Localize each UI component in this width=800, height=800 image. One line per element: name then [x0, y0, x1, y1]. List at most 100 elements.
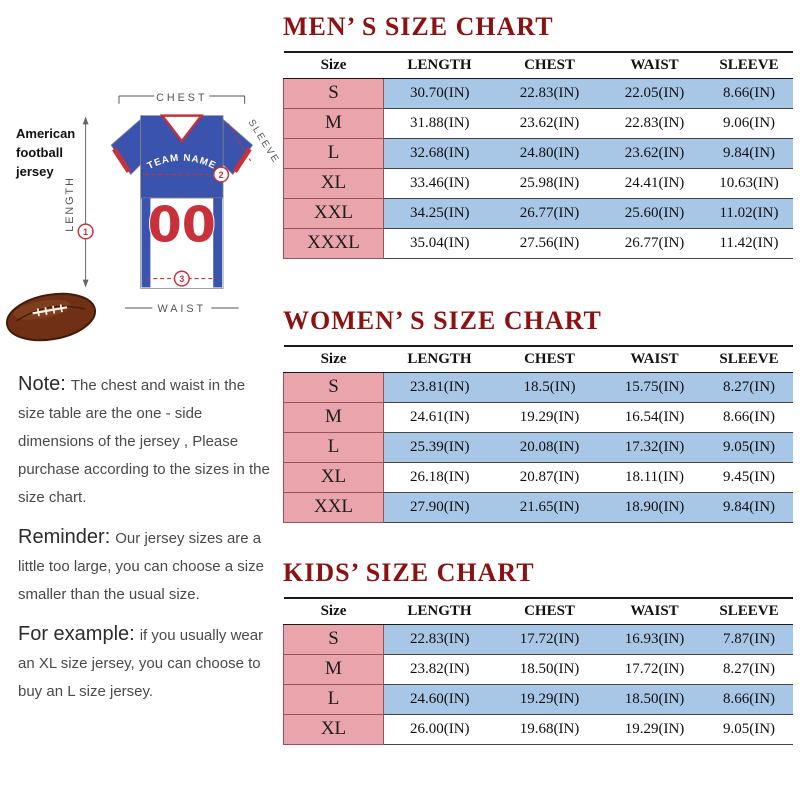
mens-size-chart-section: MEN’ S SIZE CHART Size LENGTH CHEST WAIST SL… — [283, 12, 793, 259]
value-cell: 34.25(IN) — [383, 198, 496, 229]
value-cell: 23.62(IN) — [495, 108, 604, 139]
note-label: Note: — [18, 373, 66, 395]
example-text: if you usually wear an XL size jersey, y… — [18, 627, 264, 700]
value-cell: 18.50(IN) — [495, 654, 604, 685]
kids-size-table: Size LENGTH CHEST WAIST SLEEVE S 22.83(IN) 17.… — [283, 597, 793, 745]
value-cell: 17.32(IN) — [603, 432, 706, 463]
value-cell: 9.05(IN) — [705, 432, 793, 463]
table-row: XL 26.00(IN) 19.68(IN) 19.29(IN) 9.05(IN) — [283, 713, 793, 745]
table-body: S 30.70(IN) 22.83(IN) 22.05(IN) 8.66(IN) M 31.… — [283, 77, 793, 259]
value-cell: 25.98(IN) — [495, 168, 604, 199]
value-cell: 26.77(IN) — [603, 228, 706, 259]
value-cell: 33.46(IN) — [383, 168, 496, 199]
waist-label: WAIST — [158, 303, 207, 315]
note-text: The chest and waist in the size table ar… — [18, 377, 270, 506]
col-header: CHEST — [495, 51, 604, 79]
notes-block: Note: The chest and waist in the size tab… — [18, 370, 272, 717]
value-cell: 9.06(IN) — [705, 108, 793, 139]
value-cell: 26.00(IN) — [383, 714, 496, 745]
col-header: CHEST — [495, 597, 604, 625]
marker-2-circle — [212, 166, 230, 183]
value-cell: 27.90(IN) — [383, 492, 496, 523]
size-cell: XXXL — [283, 227, 384, 259]
value-cell: 8.27(IN) — [705, 372, 793, 403]
mens-chart-title: MEN’ S SIZE CHART — [283, 12, 554, 41]
value-cell: 32.68(IN) — [383, 138, 496, 169]
col-header: SLEEVE — [705, 51, 793, 79]
value-cell: 9.84(IN) — [705, 138, 793, 169]
size-cell: XL — [283, 461, 384, 493]
value-cell: 16.54(IN) — [603, 402, 706, 433]
header-row: Size LENGTH CHEST WAIST SLEEVE — [283, 345, 793, 373]
example-label: For example: — [18, 623, 135, 645]
value-cell: 10.63(IN) — [705, 168, 793, 199]
value-cell: 15.75(IN) — [603, 372, 706, 403]
value-cell: 19.29(IN) — [495, 402, 604, 433]
size-cell: L — [283, 683, 384, 715]
col-header: WAIST — [603, 51, 706, 79]
sleeve-measure-line — [227, 123, 252, 162]
size-cell: S — [283, 77, 384, 109]
value-cell: 22.83(IN) — [495, 78, 604, 109]
value-cell: 8.66(IN) — [705, 402, 793, 433]
value-cell: 11.02(IN) — [705, 198, 793, 229]
size-cell: M — [283, 653, 384, 685]
table-body: S 23.81(IN) 18.5(IN) 15.75(IN) 8.27(IN) M 24.6… — [283, 371, 793, 523]
jersey-caption: American football jersey — [16, 126, 76, 179]
value-cell: 18.50(IN) — [603, 684, 706, 715]
value-cell: 18.11(IN) — [603, 462, 706, 493]
value-cell: 23.62(IN) — [603, 138, 706, 169]
size-cell: L — [283, 137, 384, 169]
size-cell: S — [283, 371, 384, 403]
jersey-illustration-icon: CHEST LENGTH TEAM NAME 00 — [64, 92, 280, 315]
value-cell: 22.05(IN) — [603, 78, 706, 109]
table-row: S 22.83(IN) 17.72(IN) 16.93(IN) 7.87(IN) — [283, 623, 793, 655]
table-row: M 24.61(IN) 19.29(IN) 16.54(IN) 8.66(IN) — [283, 401, 793, 433]
value-cell: 26.18(IN) — [383, 462, 496, 493]
size-cell: L — [283, 431, 384, 463]
col-header: SLEEVE — [705, 597, 793, 625]
value-cell: 21.65(IN) — [495, 492, 604, 523]
header-row: Size LENGTH CHEST WAIST SLEEVE — [283, 597, 793, 625]
table-row: XXXL 35.04(IN) 27.56(IN) 26.77(IN) 11.42(IN) — [283, 227, 793, 259]
value-cell: 24.61(IN) — [383, 402, 496, 433]
header-row: Size LENGTH CHEST WAIST SLEEVE — [283, 51, 793, 79]
table-row: M 31.88(IN) 23.62(IN) 22.83(IN) 9.06(IN) — [283, 107, 793, 139]
left-panel: American football jersey CHEST LENGTH — [0, 0, 282, 800]
value-cell: 8.66(IN) — [705, 78, 793, 109]
kids-size-chart-section: KIDS’ SIZE CHART Size LENGTH CHEST WAIST SLE… — [283, 558, 793, 745]
col-header-size: Size — [283, 51, 384, 79]
football-icon — [5, 292, 97, 342]
table-body: S 22.83(IN) 17.72(IN) 16.93(IN) 7.87(IN) M 23.… — [283, 623, 793, 745]
value-cell: 9.05(IN) — [705, 714, 793, 745]
value-cell: 18.5(IN) — [495, 372, 604, 403]
marker-1: 1 — [83, 227, 88, 237]
value-cell: 9.45(IN) — [705, 462, 793, 493]
value-cell: 17.72(IN) — [495, 624, 604, 655]
marker-2: 2 — [219, 170, 224, 180]
reminder-label: Reminder: — [18, 526, 111, 548]
chest-label: CHEST — [156, 92, 207, 104]
col-header-size: Size — [283, 597, 384, 625]
value-cell: 35.04(IN) — [383, 228, 496, 259]
table-row: XXL 34.25(IN) 26.77(IN) 25.60(IN) 11.02(IN) — [283, 197, 793, 229]
value-cell: 9.84(IN) — [705, 492, 793, 523]
size-cell: XXL — [283, 491, 384, 523]
value-cell: 22.83(IN) — [383, 624, 496, 655]
value-cell: 11.42(IN) — [705, 228, 793, 259]
table-row: XXL 27.90(IN) 21.65(IN) 18.90(IN) 9.84(IN) — [283, 491, 793, 523]
table-row: XL 33.46(IN) 25.98(IN) 24.41(IN) 10.63(IN) — [283, 167, 793, 199]
value-cell: 23.81(IN) — [383, 372, 496, 403]
value-cell: 8.66(IN) — [705, 684, 793, 715]
value-cell: 16.93(IN) — [603, 624, 706, 655]
marker-3-circle — [173, 270, 190, 287]
mens-size-table: Size LENGTH CHEST WAIST SLEEVE S 30.70(IN) 22.… — [283, 51, 793, 259]
example-paragraph: For example: if you usually wear an XL si… — [18, 620, 272, 706]
sleeve-label: SLEEVE — [246, 118, 280, 166]
value-cell: 26.77(IN) — [495, 198, 604, 229]
col-header-size: Size — [283, 345, 384, 373]
value-cell: 30.70(IN) — [383, 78, 496, 109]
table-row: L 24.60(IN) 19.29(IN) 18.50(IN) 8.66(IN) — [283, 683, 793, 715]
value-cell: 23.82(IN) — [383, 654, 496, 685]
marker-1-circle — [77, 223, 94, 240]
